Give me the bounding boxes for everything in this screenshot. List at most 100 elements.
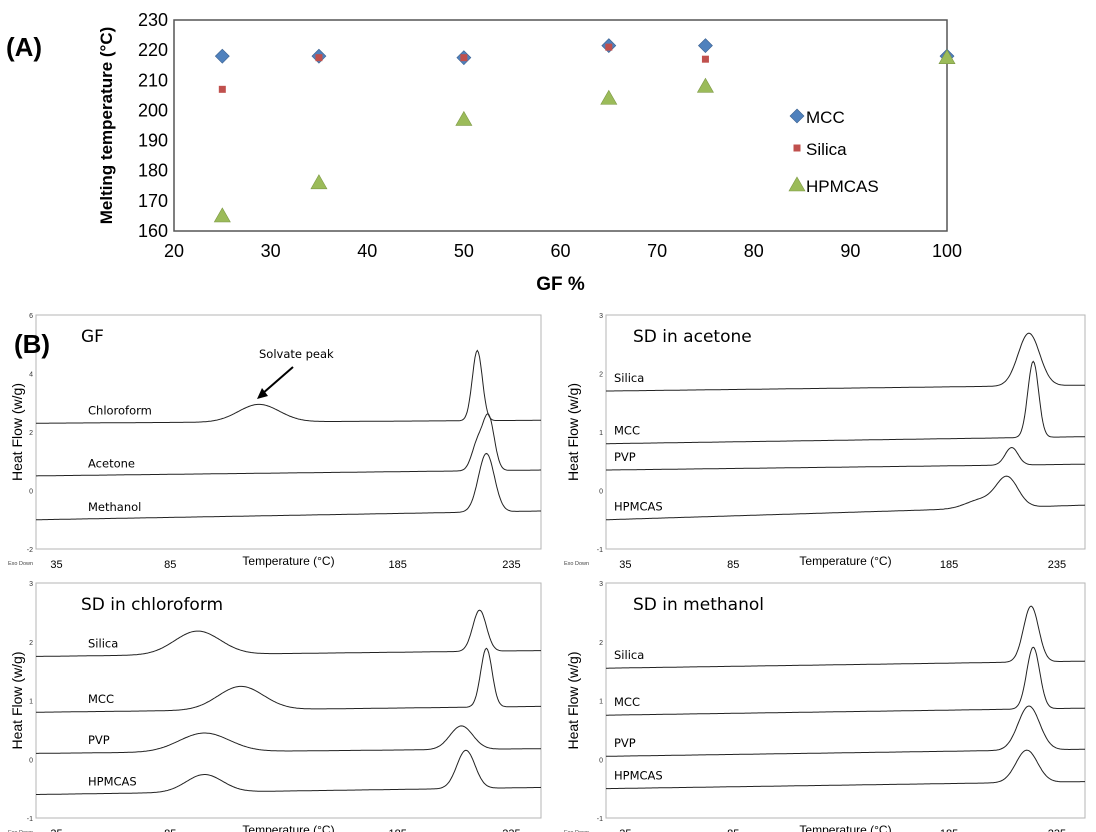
annotation-solvate-peak: Solvate peak [259,347,334,361]
dsc-chart-b4: SD in methanol -1 0 1 2 3 35 85 185 235 Temperatur… [564,581,1086,832]
dsc-chart-b3: SD in chloroform -1 0 1 2 3 35 85 185 235 Temperat… [8,581,542,832]
x-axis-label: Temperature (°C) [799,554,891,568]
plot-frame [605,314,1086,550]
legend-marker-mcc [789,108,805,124]
y-tick-label: 0 [29,757,33,764]
y-tick-label: 3 [599,313,603,320]
data-point-silica [460,54,468,62]
y-tick-label: 1 [599,699,603,706]
x-tick-label: 50 [454,241,474,261]
x-tick-label: 185 [389,828,407,832]
series-label: MCC [614,424,640,438]
y-tick-label: 180 [138,161,168,181]
data-point-mcc [698,38,713,54]
x-tick-label: 30 [261,241,281,261]
x-tick-label: 35 [50,559,62,571]
x-tick-label: 20 [164,241,184,261]
series-label: HPMCAS [614,768,663,782]
panel-label-a: (A) [6,32,43,62]
data-point-silica [605,43,613,51]
panel-label-b: (B) [14,329,51,359]
legend-marker-hpmcas [788,176,806,192]
y-tick-label: 230 [138,10,168,30]
exo-down-label: Exo Down [564,830,589,832]
series-label: Methanol [88,500,141,514]
x-tick-label: 235 [502,559,520,571]
x-tick-label: 85 [727,828,739,832]
data-point-silica [315,54,323,62]
thermogram-line-pvp [36,725,541,754]
exo-down-label: Exo Down [8,830,33,832]
x-tick-label: 185 [389,559,407,571]
plot-frame [35,314,542,550]
x-tick-label: 80 [744,241,764,261]
chart-title: GF [81,327,104,347]
series-label: PVP [88,733,110,747]
data-point-hpmcas [455,110,473,126]
legend-label: MCC [806,108,845,127]
y-tick-label: 3 [599,581,603,588]
x-tick-label: 85 [727,559,739,571]
series-label: Chloroform [88,404,152,418]
x-tick-label: 70 [647,241,667,261]
y-tick-label: 2 [29,430,33,437]
dsc-chart-b2: SD in acetone -1 0 1 2 3 35 85 185 235 Temperature… [564,313,1086,571]
data-point-silica [218,85,226,93]
dsc-chart-b1: GF -2 0 2 4 6 35 85 185 235 Temperature (°C) Exo Do… [8,313,542,571]
x-axis-label: Temperature (°C) [799,823,891,832]
data-point-hpmcas [310,174,328,190]
x-tick-label: 60 [550,241,570,261]
thermogram-line-silica [36,609,541,657]
x-tick-label: 185 [940,559,958,571]
series-label: MCC [614,695,640,709]
x-tick-label: 235 [1048,828,1066,832]
thermogram-line-hpmcas [36,749,542,795]
chart-title: SD in chloroform [81,595,223,615]
y-tick-label: 200 [138,100,168,120]
plot-frame [35,582,542,819]
y-axis-label: Heat Flow (w/g) [9,651,25,749]
legend-label: HPMCAS [806,177,879,196]
x-tick-label: 235 [502,828,520,832]
thermogram-line-pvp [606,705,1085,757]
y-axis-label: Heat Flow (w/g) [565,383,581,481]
x-tick-label: 185 [940,828,958,832]
legend-marker-silica [793,144,801,152]
x-tick-label: 35 [619,559,631,571]
chart-title: SD in methanol [633,595,764,615]
x-tick-label: 35 [50,828,62,832]
series-label: MCC [88,692,114,706]
chart-title: SD in acetone [633,327,752,347]
y-axis-label: Melting temperature (°C) [97,27,116,225]
annotation-arrow [261,366,294,395]
exo-down-label: Exo Down [8,561,33,567]
series-label: HPMCAS [88,774,137,788]
x-tick-label: 35 [619,828,631,832]
x-axis-label: GF % [536,274,585,295]
y-tick-label: -1 [597,816,603,823]
x-tick-label: 85 [164,828,176,832]
y-tick-label: -1 [597,547,603,554]
thermogram-line-acetone [36,413,541,477]
y-axis-label: Heat Flow (w/g) [565,651,581,749]
y-axis-label: Heat Flow (w/g) [9,383,25,481]
thermogram-line-pvp [606,446,1085,471]
y-tick-label: 170 [138,191,168,211]
y-tick-label: 220 [138,40,168,60]
x-tick-label: 100 [932,241,962,261]
series-label: HPMCAS [614,500,663,514]
y-tick-label: 2 [599,640,603,647]
scatter-chart: 20 30 40 50 60 70 80 90 100 160 170 180 190 200 210 220… [97,10,962,295]
x-tick-label: 235 [1048,559,1066,571]
data-point-hpmcas [696,77,714,93]
y-tick-label: 3 [29,581,33,588]
thermogram-line-hpmcas [606,749,1085,790]
y-tick-label: 1 [599,430,603,437]
y-tick-label: 160 [138,221,168,241]
data-point-mcc [214,48,230,64]
data-point-silica [701,55,709,63]
plot-area [173,19,948,232]
y-tick-label: 4 [29,372,33,379]
exo-down-label: Exo Down [564,561,589,567]
series-label: Silica [88,636,118,650]
